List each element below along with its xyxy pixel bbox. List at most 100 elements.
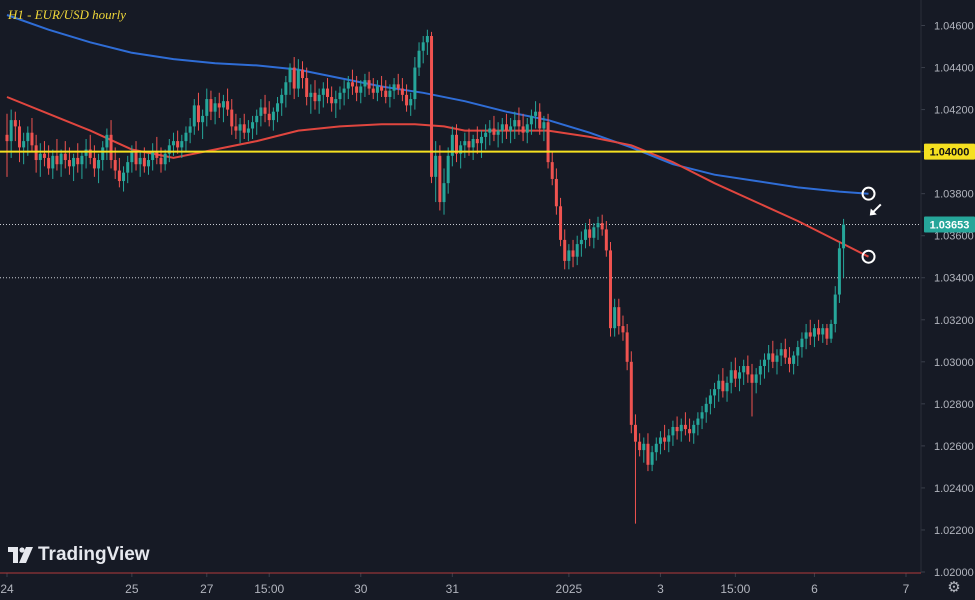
- candles-group: [5, 29, 846, 524]
- candle: [754, 368, 758, 394]
- candle-body: [430, 36, 434, 177]
- candle: [804, 323, 808, 350]
- candle: [409, 92, 413, 116]
- candle-body: [683, 424, 687, 430]
- candle: [683, 412, 687, 436]
- candle: [363, 73, 367, 97]
- arrow-shaft: [872, 203, 882, 214]
- candle: [80, 151, 84, 179]
- candle-body: [59, 153, 63, 165]
- x-tick-label: 15:00: [720, 582, 750, 596]
- candle-body: [97, 160, 101, 169]
- candle-body: [550, 162, 554, 179]
- candle: [725, 376, 729, 402]
- candle: [147, 153, 151, 175]
- candle: [633, 414, 637, 524]
- candle: [288, 63, 292, 95]
- candle-body: [409, 99, 413, 106]
- price-label-box: [924, 216, 975, 233]
- candle-body: [13, 120, 17, 127]
- candle-body: [421, 42, 425, 51]
- candle: [617, 298, 621, 335]
- candle-body: [84, 149, 88, 156]
- candle-body: [509, 126, 513, 131]
- settings-gear-icon[interactable]: ⚙: [947, 579, 961, 596]
- candle-body: [72, 157, 76, 167]
- candle: [217, 92, 221, 118]
- candle-body: [837, 248, 841, 295]
- candle: [359, 80, 363, 104]
- candle: [746, 355, 750, 383]
- candle: [176, 130, 180, 154]
- candle-body: [346, 82, 350, 89]
- candle: [800, 332, 804, 358]
- candle: [650, 445, 654, 472]
- candle-body: [484, 132, 488, 137]
- candle-body: [546, 122, 550, 163]
- candle-body: [796, 347, 800, 356]
- candle: [47, 145, 51, 175]
- candle: [567, 244, 571, 270]
- candle: [417, 42, 421, 76]
- candle-body: [38, 153, 42, 161]
- candle-body: [201, 115, 205, 123]
- candle: [608, 242, 612, 337]
- candle-body: [334, 99, 338, 104]
- candle-body: [779, 349, 783, 356]
- candle-body: [238, 124, 242, 131]
- candle-body: [138, 157, 142, 165]
- candle: [338, 86, 342, 110]
- candle-body: [371, 88, 375, 93]
- candle: [280, 88, 284, 116]
- candle-body: [109, 134, 113, 161]
- x-tick-label: 2025: [556, 582, 583, 596]
- candle: [484, 124, 488, 150]
- candle-body: [496, 130, 500, 135]
- candle: [475, 126, 479, 154]
- candle: [750, 363, 754, 417]
- candle: [321, 82, 325, 108]
- candle-body: [513, 120, 517, 127]
- candle: [13, 111, 17, 142]
- candle-body: [442, 183, 446, 203]
- candle-body: [567, 250, 571, 261]
- candle: [521, 113, 525, 142]
- candle: [542, 115, 546, 142]
- candle: [405, 84, 409, 112]
- candle-body: [5, 134, 9, 142]
- candle: [787, 347, 791, 373]
- candle-body: [221, 101, 225, 108]
- candle-body: [288, 67, 292, 83]
- candle-body: [67, 160, 71, 167]
- candle: [334, 90, 338, 118]
- candle-body: [704, 403, 708, 413]
- candle-body: [812, 328, 816, 337]
- candle-body: [767, 353, 771, 360]
- candle-body: [517, 120, 521, 127]
- candle: [455, 124, 458, 163]
- candle-body: [34, 145, 38, 161]
- candle-body: [538, 111, 542, 129]
- candle-body: [359, 86, 363, 93]
- candle: [729, 361, 733, 394]
- candle-body: [251, 122, 255, 129]
- price-label-level-1.04000: 1.04000: [924, 143, 975, 160]
- candle-body: [575, 244, 579, 257]
- tradingview-logo-icon: [8, 547, 33, 563]
- candle: [717, 374, 721, 402]
- candle-body: [176, 141, 180, 148]
- candle-body: [679, 424, 683, 432]
- candle-body: [559, 206, 563, 240]
- candle: [450, 126, 454, 167]
- candle: [188, 117, 192, 144]
- candle-body: [284, 82, 288, 95]
- candle: [621, 315, 625, 341]
- candle-body: [63, 153, 67, 161]
- price-label-box: [924, 143, 975, 160]
- candle-body: [650, 452, 654, 465]
- candle: [629, 351, 633, 434]
- candle-body: [758, 366, 762, 375]
- candle: [17, 120, 21, 163]
- candle-body: [600, 223, 604, 230]
- candle: [76, 143, 80, 173]
